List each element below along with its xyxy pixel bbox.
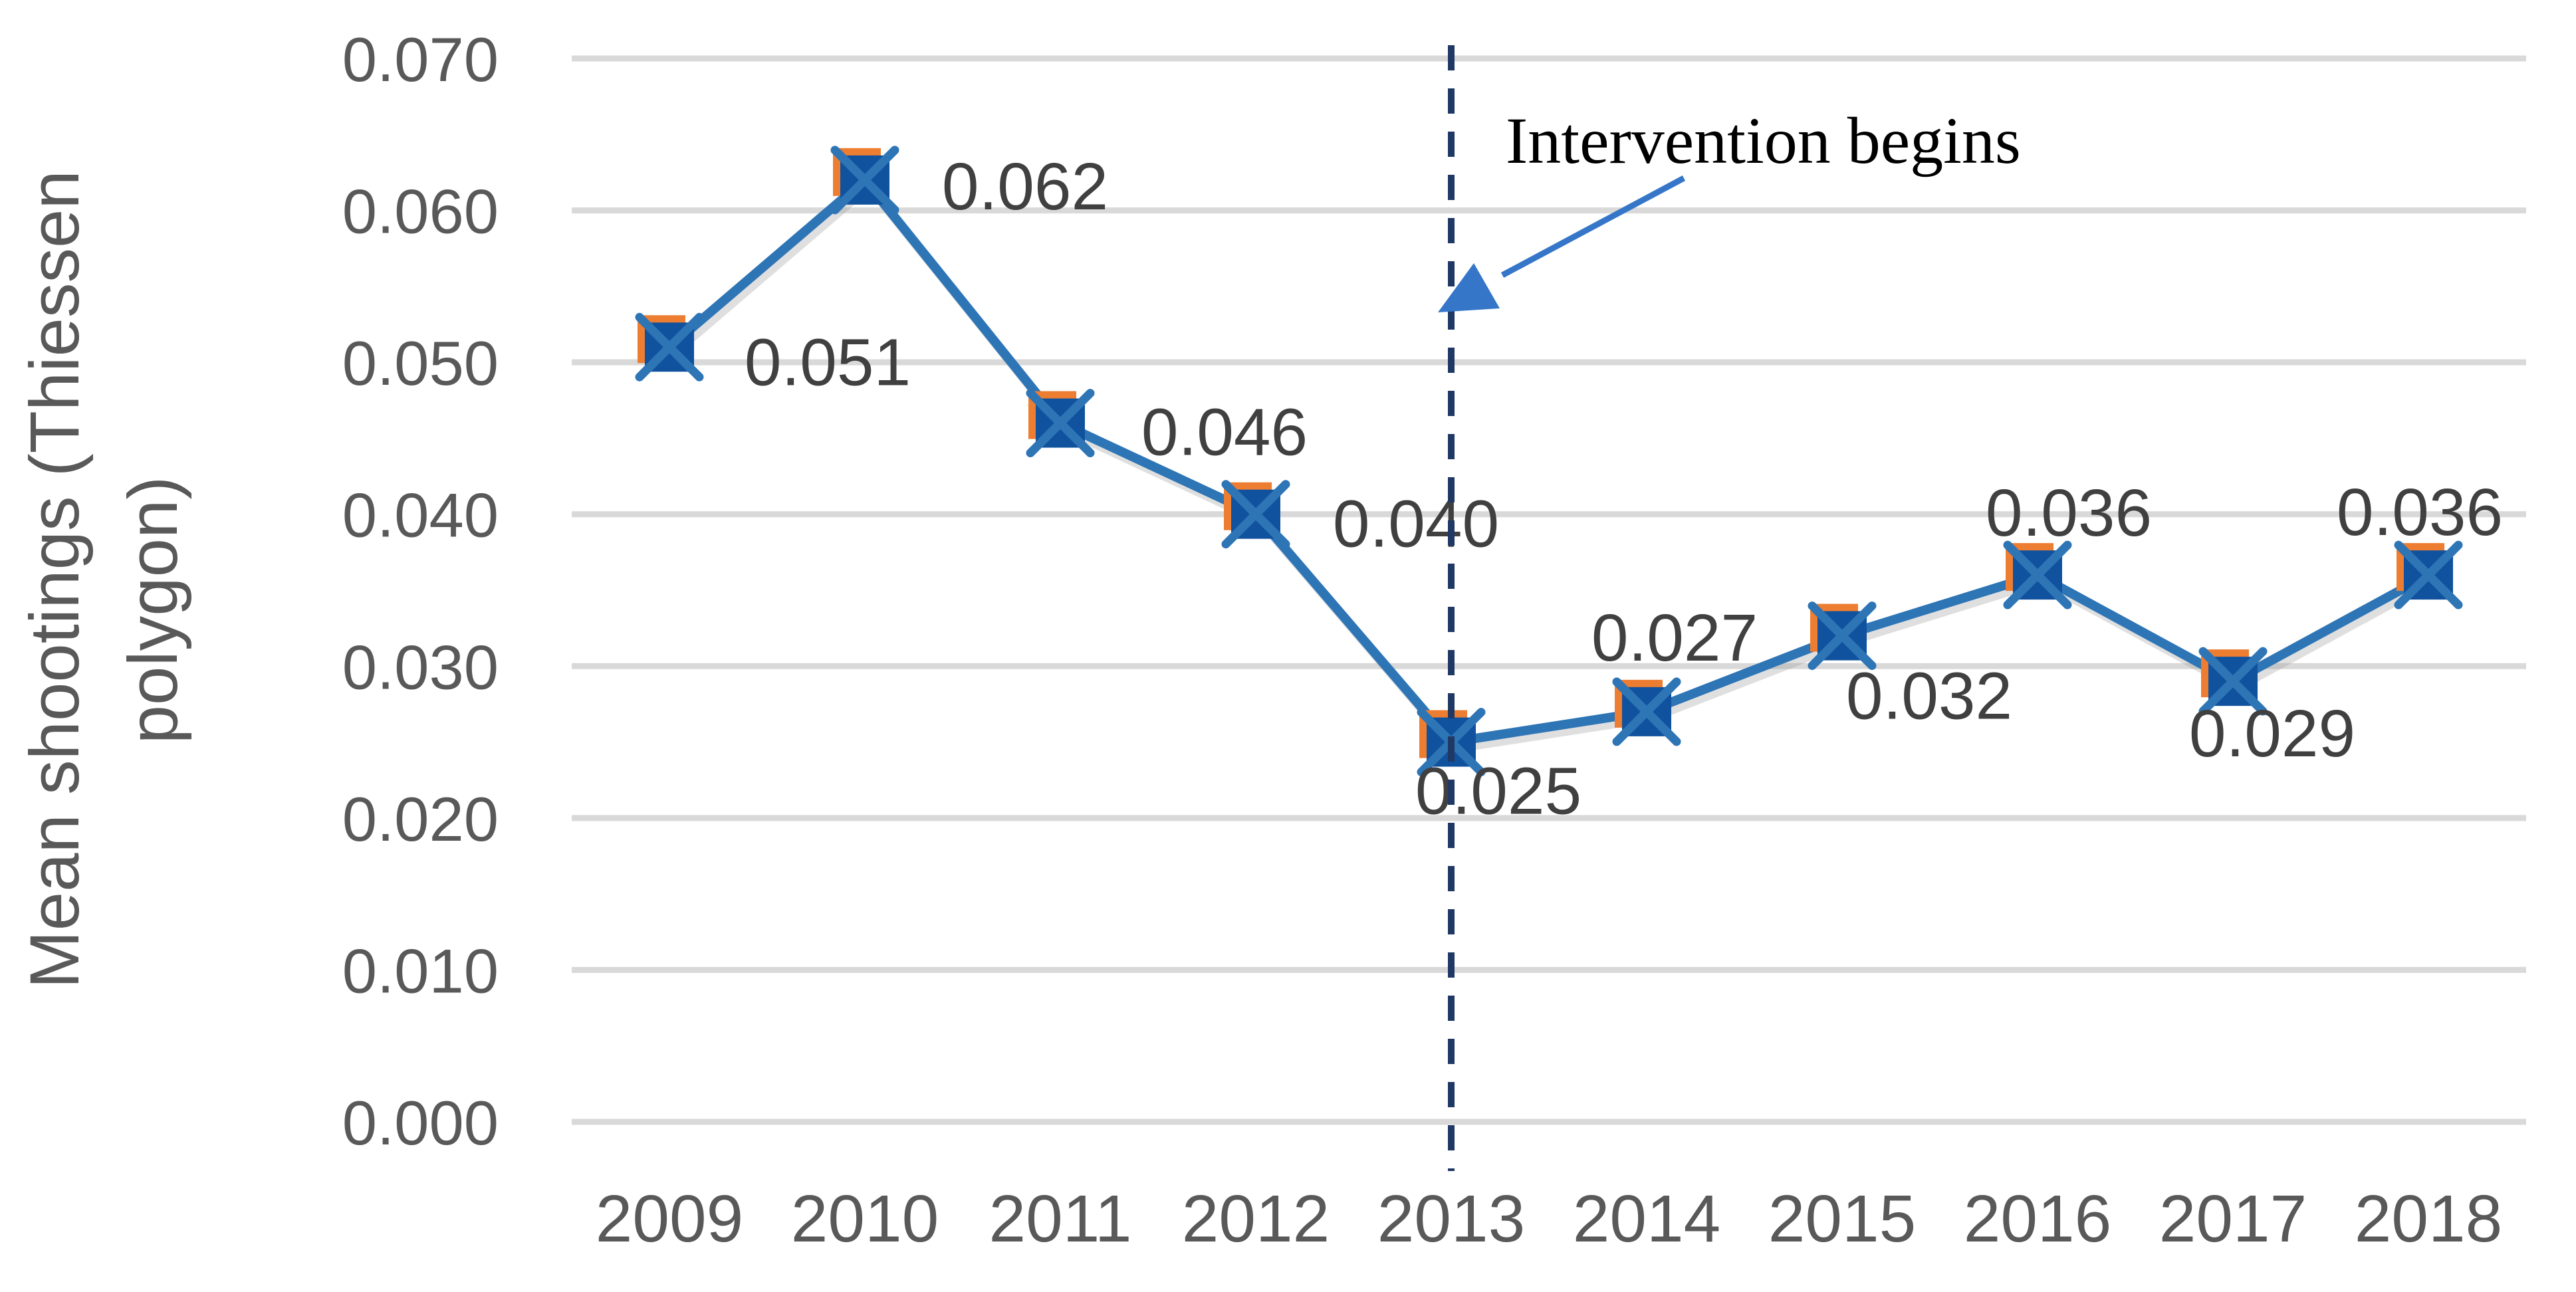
series bbox=[635, 146, 2463, 777]
y-axis-title-line-2: polygon) bbox=[114, 477, 192, 744]
data-label: 0.036 bbox=[2337, 475, 2503, 550]
data-labels: 0.051 0.062 0.046 0.040 0.025 0.027 0.032 0.036… bbox=[745, 150, 2503, 829]
y-axis-tick-label: 0.020 bbox=[342, 784, 499, 854]
data-label: 0.062 bbox=[942, 150, 1108, 224]
y-axis-tick-label: 0.070 bbox=[342, 25, 499, 94]
data-label: 0.051 bbox=[745, 325, 911, 399]
annotation-arrowhead-icon bbox=[1438, 263, 1500, 312]
y-axis-tick-label: 0.030 bbox=[342, 632, 499, 702]
marker-x-icon bbox=[1612, 677, 1681, 746]
y-axis-tick-label: 0.050 bbox=[342, 328, 499, 398]
marker-x-icon bbox=[1221, 480, 1290, 549]
y-axis-tick-label: 0.000 bbox=[342, 1088, 499, 1158]
x-axis-tick-label: 2014 bbox=[1573, 1182, 1720, 1256]
marker-x-icon bbox=[830, 146, 899, 215]
data-label: 0.032 bbox=[1846, 659, 2012, 734]
y-axis-tick-label: 0.010 bbox=[342, 936, 499, 1006]
data-label: 0.036 bbox=[1986, 476, 2152, 550]
data-label: 0.029 bbox=[2189, 697, 2355, 771]
x-axis-tick-label: 2016 bbox=[1964, 1182, 2111, 1256]
x-axis-tick-label: 2015 bbox=[1768, 1182, 1916, 1256]
annotation-arrow-line bbox=[1500, 175, 1686, 278]
y-axis-tick-label: 0.060 bbox=[342, 177, 499, 247]
data-label: 0.040 bbox=[1333, 487, 1499, 562]
x-axis-tick-label: 2011 bbox=[989, 1182, 1131, 1256]
marker-x-icon bbox=[1026, 389, 1095, 458]
marker-x-icon bbox=[635, 312, 704, 381]
y-axis-tick-label: 0.040 bbox=[342, 481, 499, 550]
series-line bbox=[666, 173, 2431, 748]
marker-x-icon bbox=[2394, 540, 2463, 609]
marker-x-icon bbox=[2003, 540, 2072, 609]
x-axis-tick-label: 2010 bbox=[791, 1182, 939, 1256]
y-axis-tick-labels: 0.070 0.060 0.050 0.040 0.030 0.020 0.010 0.000 bbox=[342, 25, 499, 1158]
marker-x-icon bbox=[1808, 601, 1877, 671]
annotation-text: Intervention begins bbox=[1506, 104, 2021, 177]
x-axis-tick-label: 2012 bbox=[1182, 1182, 1330, 1256]
data-label: 0.027 bbox=[1591, 601, 1758, 675]
marker-x-icon bbox=[2198, 647, 2268, 716]
y-axis-title-line-1: Mean shootings (Thiessen bbox=[16, 170, 94, 989]
x-axis-tick-label: 2013 bbox=[1377, 1182, 1525, 1256]
data-label: 0.046 bbox=[1141, 395, 1308, 470]
x-axis-tick-label: 2018 bbox=[2355, 1182, 2502, 1256]
x-axis-tick-label: 2009 bbox=[596, 1182, 743, 1256]
data-label: 0.025 bbox=[1415, 754, 1581, 829]
y-axis-title: Mean shootings (Thiessen polygon) bbox=[16, 170, 192, 989]
intervention-annotation: Intervention begins bbox=[1438, 45, 2021, 1171]
x-axis-tick-labels: 2009 2010 2011 2012 2013 2014 2015 2016 2017 2018 bbox=[596, 1182, 2502, 1256]
x-axis-tick-label: 2017 bbox=[2159, 1182, 2307, 1256]
